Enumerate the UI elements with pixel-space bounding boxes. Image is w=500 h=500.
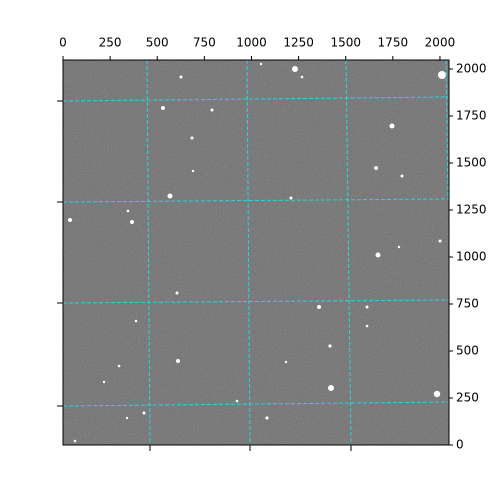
star (126, 209, 130, 213)
star (167, 193, 173, 199)
star (265, 416, 269, 420)
star (284, 360, 288, 364)
y-tick-label: 1250 (456, 203, 487, 217)
star (161, 106, 165, 110)
x-tick-label: 1250 (283, 36, 314, 50)
image-noise (63, 60, 449, 445)
x-tick-label: 2000 (425, 36, 456, 50)
star (328, 344, 332, 348)
star (130, 220, 134, 224)
star (374, 166, 378, 170)
x-tick-label: 250 (99, 36, 122, 50)
star (142, 411, 146, 415)
coordinate-grid-line (62, 96, 450, 102)
coordinate-grid (62, 59, 450, 446)
x-tick-label: 1750 (378, 36, 409, 50)
star (433, 390, 441, 398)
star (438, 239, 442, 243)
star (190, 136, 194, 140)
frame (62, 59, 450, 446)
star (175, 291, 179, 295)
star (400, 174, 404, 178)
coordinate-grid-line (445, 59, 449, 201)
star (73, 439, 77, 443)
y-tick-label: 1500 (456, 156, 487, 170)
star (289, 196, 293, 200)
y-tick-label: 1000 (456, 250, 487, 264)
x-tick-label: 1000 (236, 36, 267, 50)
star (176, 359, 180, 363)
star (179, 75, 183, 79)
star (191, 169, 195, 173)
star (365, 305, 369, 309)
star (210, 108, 214, 112)
star (259, 62, 263, 66)
sky-image (57, 59, 450, 451)
star (389, 123, 395, 129)
star (438, 71, 446, 79)
star (134, 319, 138, 323)
coordinate-grid-line (146, 59, 151, 446)
world-ticks (57, 100, 352, 451)
y-tick-label: 2000 (456, 62, 487, 76)
star (365, 324, 369, 328)
stars (68, 62, 446, 443)
coordinate-grid-line (62, 299, 450, 304)
y-tick-label: 750 (456, 297, 479, 311)
x-tick-label: 1500 (330, 36, 361, 50)
x-tick-label: 500 (146, 36, 169, 50)
star (117, 364, 121, 368)
y-tick-label: 500 (456, 344, 479, 358)
star (300, 75, 304, 79)
star (125, 416, 129, 420)
star (328, 385, 334, 391)
star (375, 252, 381, 258)
y-tick-label: 250 (456, 391, 479, 405)
star (68, 218, 72, 222)
coordinate-grid-line (62, 401, 450, 407)
star (292, 66, 298, 72)
x-tick-label: 0 (59, 36, 67, 50)
star (235, 399, 239, 403)
coordinate-grid-line (246, 59, 251, 446)
coordinate-grid-line (62, 198, 450, 203)
y-tick-label: 0 (456, 438, 464, 452)
star (102, 380, 106, 384)
star (397, 245, 401, 249)
x-tick-label: 750 (193, 36, 216, 50)
coordinate-grid-line (345, 59, 352, 446)
star (317, 305, 321, 309)
y-tick-label: 1750 (456, 109, 487, 123)
